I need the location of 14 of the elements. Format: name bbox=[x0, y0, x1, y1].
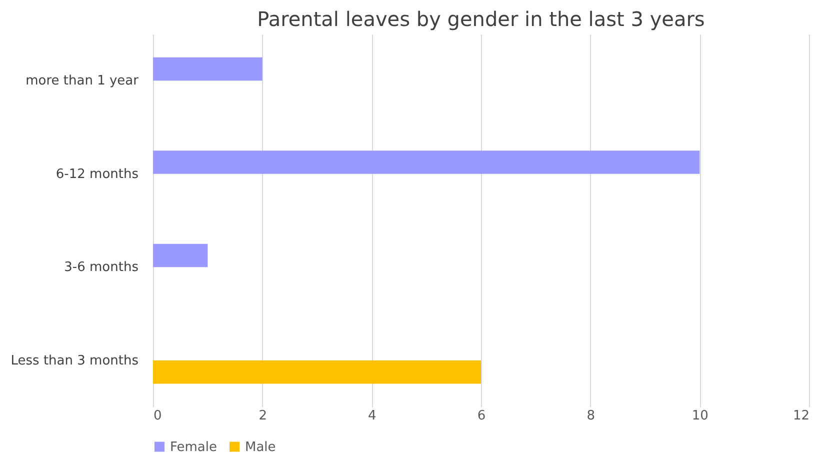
x-tick-label: 12 bbox=[792, 408, 810, 424]
x-tick-label: 6 bbox=[477, 408, 486, 424]
y-tick-label: 6-12 months bbox=[56, 166, 139, 182]
legend-label: Female bbox=[170, 440, 218, 455]
x-tick-label: 10 bbox=[692, 408, 708, 424]
y-tick-label: Less than 3 months bbox=[10, 353, 139, 368]
x-tick-label: 4 bbox=[368, 408, 376, 424]
legend-label: Male bbox=[245, 440, 276, 455]
y-tick-label: 3-6 months bbox=[64, 260, 139, 276]
chart-title: Parental leaves by gender in the last 3 years bbox=[257, 7, 705, 31]
x-tick-label: 0 bbox=[154, 408, 162, 424]
x-tick-label: 2 bbox=[258, 408, 267, 424]
x-tick-label: 8 bbox=[586, 408, 595, 424]
y-tick-label: more than 1 year bbox=[26, 74, 140, 89]
